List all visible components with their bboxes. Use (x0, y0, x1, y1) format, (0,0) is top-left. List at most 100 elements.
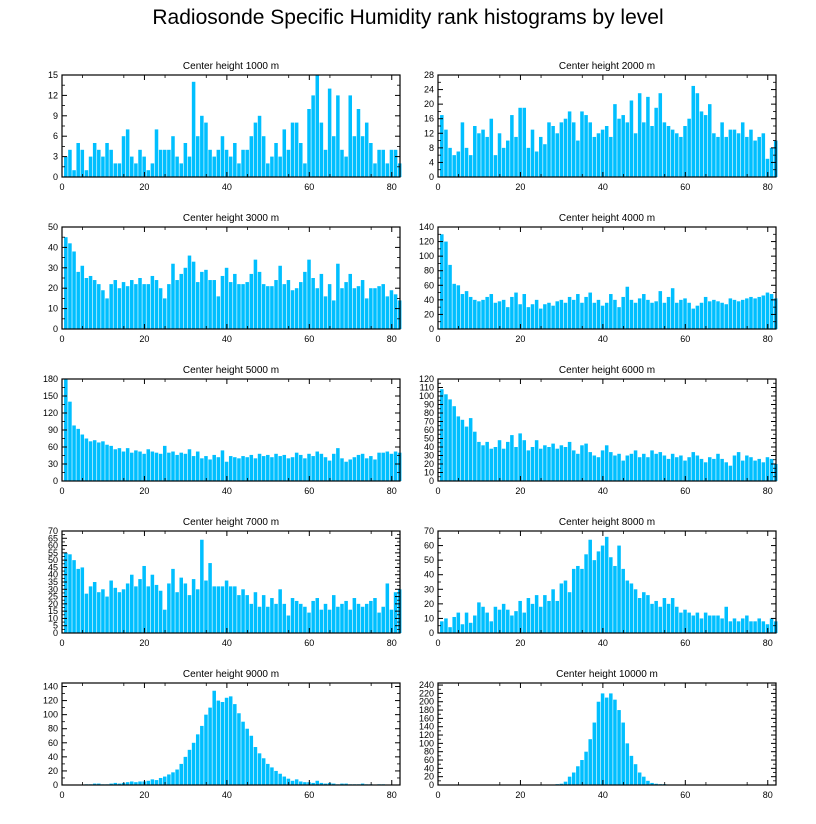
bar (473, 126, 477, 177)
bar (146, 586, 151, 633)
bar (200, 725, 204, 785)
bar (452, 616, 456, 633)
bar (68, 149, 72, 177)
bar (340, 603, 344, 633)
bars (64, 539, 402, 633)
bar (547, 447, 551, 481)
bar (757, 618, 761, 633)
y-tick-label: 45 (48, 562, 58, 572)
y-tick-label: 90 (424, 400, 434, 410)
y-tick-label: 0 (429, 476, 434, 486)
bar (261, 284, 266, 329)
bar (220, 586, 225, 633)
bar (315, 451, 320, 481)
bar (389, 453, 394, 481)
bar (728, 298, 733, 329)
bar (389, 609, 394, 633)
bar (191, 579, 196, 633)
y-tick-label: 40 (424, 570, 434, 580)
bar (364, 603, 369, 633)
bar (592, 302, 597, 329)
bar (389, 290, 394, 329)
bar (286, 778, 291, 785)
bar (547, 600, 551, 633)
bar (675, 457, 679, 481)
bar (373, 598, 377, 633)
bar (728, 129, 733, 177)
bar (440, 234, 444, 329)
y-tick-label: 30 (424, 584, 434, 594)
bar (617, 710, 621, 785)
bar (765, 457, 770, 481)
bar (311, 95, 315, 177)
bar (724, 304, 728, 329)
bar (167, 452, 171, 481)
bar (237, 458, 241, 481)
bar (364, 458, 369, 481)
x-tick-label: 40 (598, 334, 608, 344)
bar (257, 115, 262, 177)
bar (76, 428, 80, 481)
bar (195, 451, 200, 481)
bar (679, 136, 683, 177)
bar (179, 163, 183, 177)
bar (154, 280, 159, 329)
bar (662, 122, 667, 177)
bar (171, 263, 175, 329)
bar (154, 584, 159, 633)
bar (113, 280, 118, 329)
bar (224, 267, 229, 329)
bar (699, 111, 704, 177)
bar (315, 598, 320, 633)
y-tick-label: 10 (48, 613, 58, 623)
bar (592, 560, 597, 633)
y-tick-label: 50 (424, 555, 434, 565)
y-tick-label: 120 (419, 374, 434, 384)
bar (543, 445, 547, 481)
bar (319, 609, 324, 633)
bar (761, 462, 766, 481)
bar (195, 734, 200, 785)
bar (146, 780, 151, 785)
bar (117, 163, 122, 177)
bar (683, 126, 687, 177)
y-tick-label: 0 (429, 780, 434, 790)
bar (600, 129, 605, 177)
bar (323, 457, 328, 481)
bar (270, 767, 274, 785)
bar (356, 603, 361, 633)
bar (699, 302, 704, 329)
bar (695, 93, 700, 177)
bar (233, 586, 237, 633)
bar (551, 589, 555, 633)
bar (695, 305, 700, 329)
bar (228, 156, 233, 177)
bar (200, 539, 204, 633)
y-tick-label: 30 (48, 459, 58, 469)
bar (456, 612, 461, 633)
y-tick-label: 35 (48, 577, 58, 587)
x-tick-label: 20 (515, 486, 525, 496)
bar (154, 129, 159, 177)
bar (290, 598, 295, 633)
bar (679, 455, 683, 481)
bar (64, 237, 68, 329)
y-tick-label: 120 (43, 696, 58, 706)
bar (650, 450, 654, 481)
bar (150, 779, 155, 785)
bar (97, 284, 101, 329)
bar (286, 615, 291, 633)
x-tick-label: 0 (59, 638, 64, 648)
bar (563, 580, 568, 633)
bar (134, 163, 138, 177)
bar (72, 251, 76, 329)
bar (687, 457, 691, 481)
bar (468, 622, 473, 633)
bar (88, 275, 93, 329)
bar (670, 129, 675, 177)
bar (468, 418, 473, 481)
bar (497, 301, 502, 329)
bar (138, 781, 142, 785)
bar (179, 452, 183, 481)
x-tick-label: 20 (515, 638, 525, 648)
